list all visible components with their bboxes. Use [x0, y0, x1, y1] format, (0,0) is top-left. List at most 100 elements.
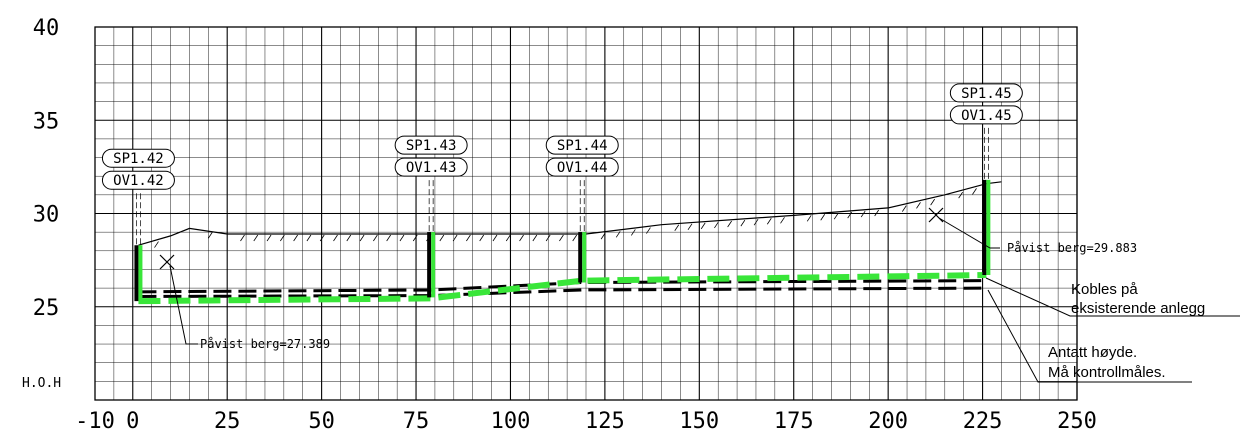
ov-tag-box: [394, 157, 468, 177]
ov-tag-box: [101, 170, 175, 190]
terrain-hatch: [545, 234, 551, 242]
x-tick-label: 75: [403, 409, 430, 434]
berg-left-label: Påvist berg=27.389: [200, 337, 330, 351]
x-tick-label: 225: [963, 409, 1003, 434]
terrain-hatch: [687, 223, 693, 231]
sp-tag-label: SP1.42: [113, 151, 164, 167]
sp-tag-label: SP1.44: [557, 138, 608, 154]
terrain-hatch: [901, 205, 907, 212]
terrain-hatch: [240, 234, 245, 242]
sp-tag-box: [101, 148, 175, 168]
terrain-hatch: [280, 234, 285, 242]
terrain-hatch: [930, 198, 935, 206]
ov-tag-box: [949, 105, 1023, 125]
x-tick-label: 125: [585, 409, 625, 434]
terrain-hatch: [646, 227, 651, 234]
manhole-1: SP1.43 OV1.43: [394, 135, 468, 298]
terrain-hatch: [253, 234, 259, 242]
sp-tag-label: SP1.43: [406, 138, 457, 154]
manhole-2: SP1.44 OV1.44: [545, 135, 619, 283]
x-tick-labels: -10 0 25 50 75 100 125 150 175 200 225 250: [75, 409, 1097, 434]
unit-label-hoh: H.O.H: [22, 376, 61, 391]
terrain-hatch: [359, 234, 365, 242]
terrain-hatch: [766, 218, 772, 225]
terrain-hatch: [860, 210, 866, 218]
terrain-hatch: [833, 212, 839, 220]
terrain-hatch: [207, 231, 213, 239]
callout-assumed-line2: Må kontrollmåles.: [1048, 364, 1166, 381]
terrain-hatch: [714, 221, 719, 229]
terrain-hatch: [972, 188, 977, 195]
terrain-hatch: [740, 219, 746, 227]
ov-tag-label: OV1.44: [557, 160, 608, 176]
sp-tag-box: [545, 135, 619, 155]
terrain-hatch: [466, 234, 471, 242]
terrain-line: [138, 181, 1002, 246]
ov-tag-box: [545, 157, 619, 177]
terrain-hatch: [505, 234, 511, 242]
terrain-hatch: [492, 234, 498, 242]
ov-tag-label: OV1.45: [961, 108, 1012, 124]
terrain-hatch: [519, 234, 524, 242]
ov-tag-label: OV1.43: [406, 160, 457, 176]
y-tick-label: 40: [33, 16, 60, 41]
terrain-hatch: [847, 211, 853, 219]
callout-connect: Kobles på eksisterende anlegg: [985, 277, 1240, 317]
terrain-hatch: [346, 234, 352, 242]
x-tick-label: 100: [491, 409, 531, 434]
manhole-3: SP1.45 OV1.45: [949, 83, 1023, 276]
ov-tag-label: OV1.42: [113, 173, 164, 189]
y-tick-label: 30: [33, 203, 60, 228]
terrain-hatch: [452, 234, 458, 242]
x-tick-label: 25: [214, 409, 241, 434]
terrain-hatch: [674, 224, 680, 231]
manholes: SP1.42OV1.42SP1.43OV1.43SP1.44OV1.44SP1.…: [101, 83, 1023, 302]
y-tick-label: 25: [33, 296, 60, 321]
x-tick-label: -10: [75, 409, 115, 434]
callout-assumed: Antatt høyde. Må kontrollmåles.: [987, 289, 1192, 383]
terrain-hatch: [572, 234, 578, 242]
terrain-hatch: [806, 215, 812, 222]
sp-tag-label: SP1.45: [961, 86, 1012, 102]
terrain-hatch: [412, 234, 418, 242]
pipe-lines: [138, 272, 987, 305]
terrain-hatch: [293, 234, 298, 242]
y-tick-label: 35: [33, 109, 60, 134]
terrain-profile: [138, 181, 1002, 248]
terrain-hatch: [333, 234, 338, 242]
terrain-hatch: [399, 234, 405, 242]
x-tick-label: 0: [126, 409, 139, 434]
terrain-hatch: [727, 220, 732, 228]
sp-tag-box: [949, 83, 1023, 103]
manhole-0: SP1.42 OV1.42: [101, 148, 175, 302]
terrain-hatch: [700, 222, 706, 230]
terrain-hatch: [958, 191, 963, 199]
terrain-hatch: [753, 218, 759, 226]
y-tick-labels: 40 35 30 25: [33, 16, 60, 321]
terrain-hatch: [780, 217, 785, 224]
x-tick-label: 50: [308, 409, 335, 434]
callout-assumed-line1: Antatt høyde.: [1048, 344, 1137, 361]
x-tick-label: 250: [1057, 409, 1097, 434]
terrain-hatch: [600, 232, 606, 240]
callout-connect-line2: eksisterende anlegg: [1071, 300, 1205, 317]
berg-marker-left: Påvist berg=27.389: [159, 254, 330, 351]
terrain-hatch: [615, 231, 621, 238]
x-tick-label: 175: [774, 409, 814, 434]
terrain-hatch: [916, 202, 921, 209]
x-tick-label: 200: [868, 409, 908, 434]
callout-connect-line1: Kobles på: [1071, 281, 1138, 298]
terrain-hatch: [386, 234, 391, 242]
x-tick-label: 150: [679, 409, 719, 434]
terrain-hatch: [874, 209, 879, 217]
terrain-hatch: [439, 234, 445, 242]
terrain-hatch: [630, 229, 636, 236]
terrain-hatch: [306, 234, 312, 242]
terrain-hatch: [532, 234, 538, 242]
terrain-hatch: [559, 234, 564, 242]
pipe-green: [138, 272, 987, 305]
terrain-hatch: [319, 234, 325, 242]
berg-right-label: Påvist berg=29.883: [1007, 241, 1137, 255]
terrain-hatch: [373, 234, 378, 242]
